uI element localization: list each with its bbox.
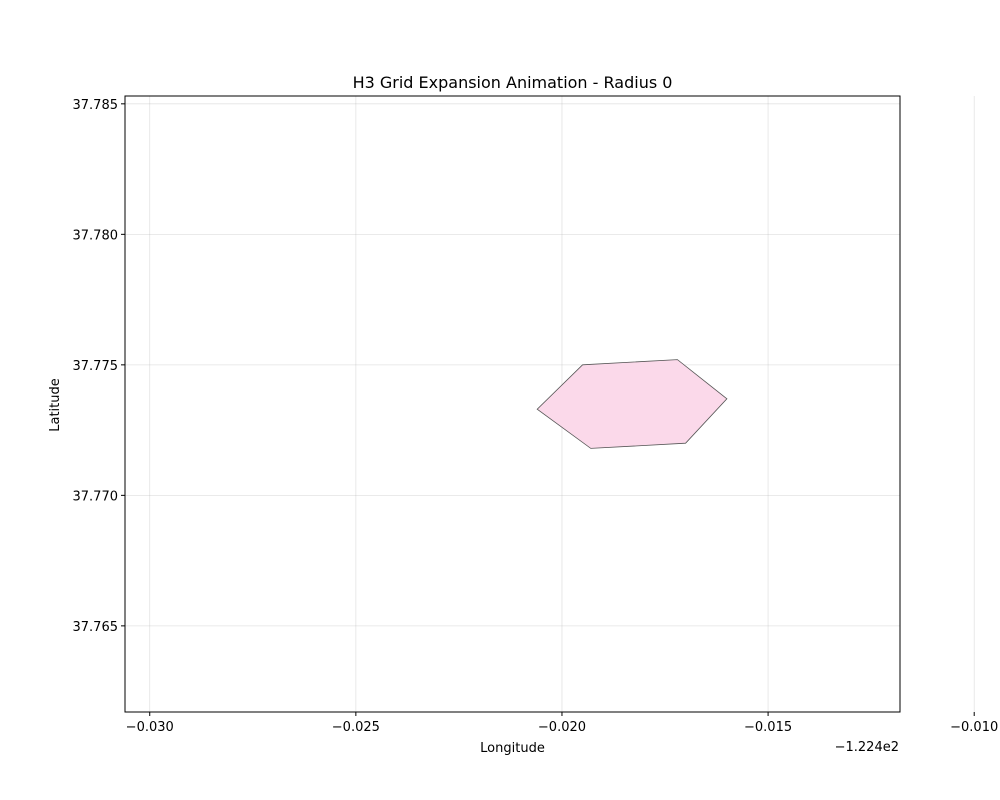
x-tick-label: −0.020 (538, 720, 586, 735)
x-axis-ticks: −0.030 −0.025 −0.020 −0.015 −0.010 (126, 712, 998, 735)
x-tick-label: −0.030 (126, 720, 174, 735)
y-tick-label: 37.765 (73, 620, 119, 635)
plot-area-frame (124, 95, 901, 713)
chart-title: H3 Grid Expansion Animation - Radius 0 (353, 73, 673, 92)
x-axis-offset-label: −1.224e2 (835, 740, 899, 755)
y-tick-label: 37.785 (73, 98, 119, 113)
x-tick-label: −0.015 (744, 720, 792, 735)
x-axis-label: Longitude (480, 741, 545, 756)
x-tick-label: −0.025 (332, 720, 380, 735)
x-tick-label: −0.010 (950, 720, 998, 735)
h3-hexagon-cell (536, 359, 728, 449)
y-axis-ticks: 37.765 37.770 37.775 37.780 37.785 (73, 98, 125, 635)
y-axis-label: Latitude (48, 378, 63, 432)
y-tick-label: 37.770 (73, 489, 119, 504)
y-tick-label: 37.780 (73, 228, 119, 243)
polygon-layer (536, 359, 728, 449)
y-tick-label: 37.775 (73, 359, 119, 374)
